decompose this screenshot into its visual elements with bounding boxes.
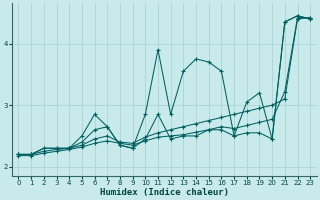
X-axis label: Humidex (Indice chaleur): Humidex (Indice chaleur)	[100, 188, 229, 197]
